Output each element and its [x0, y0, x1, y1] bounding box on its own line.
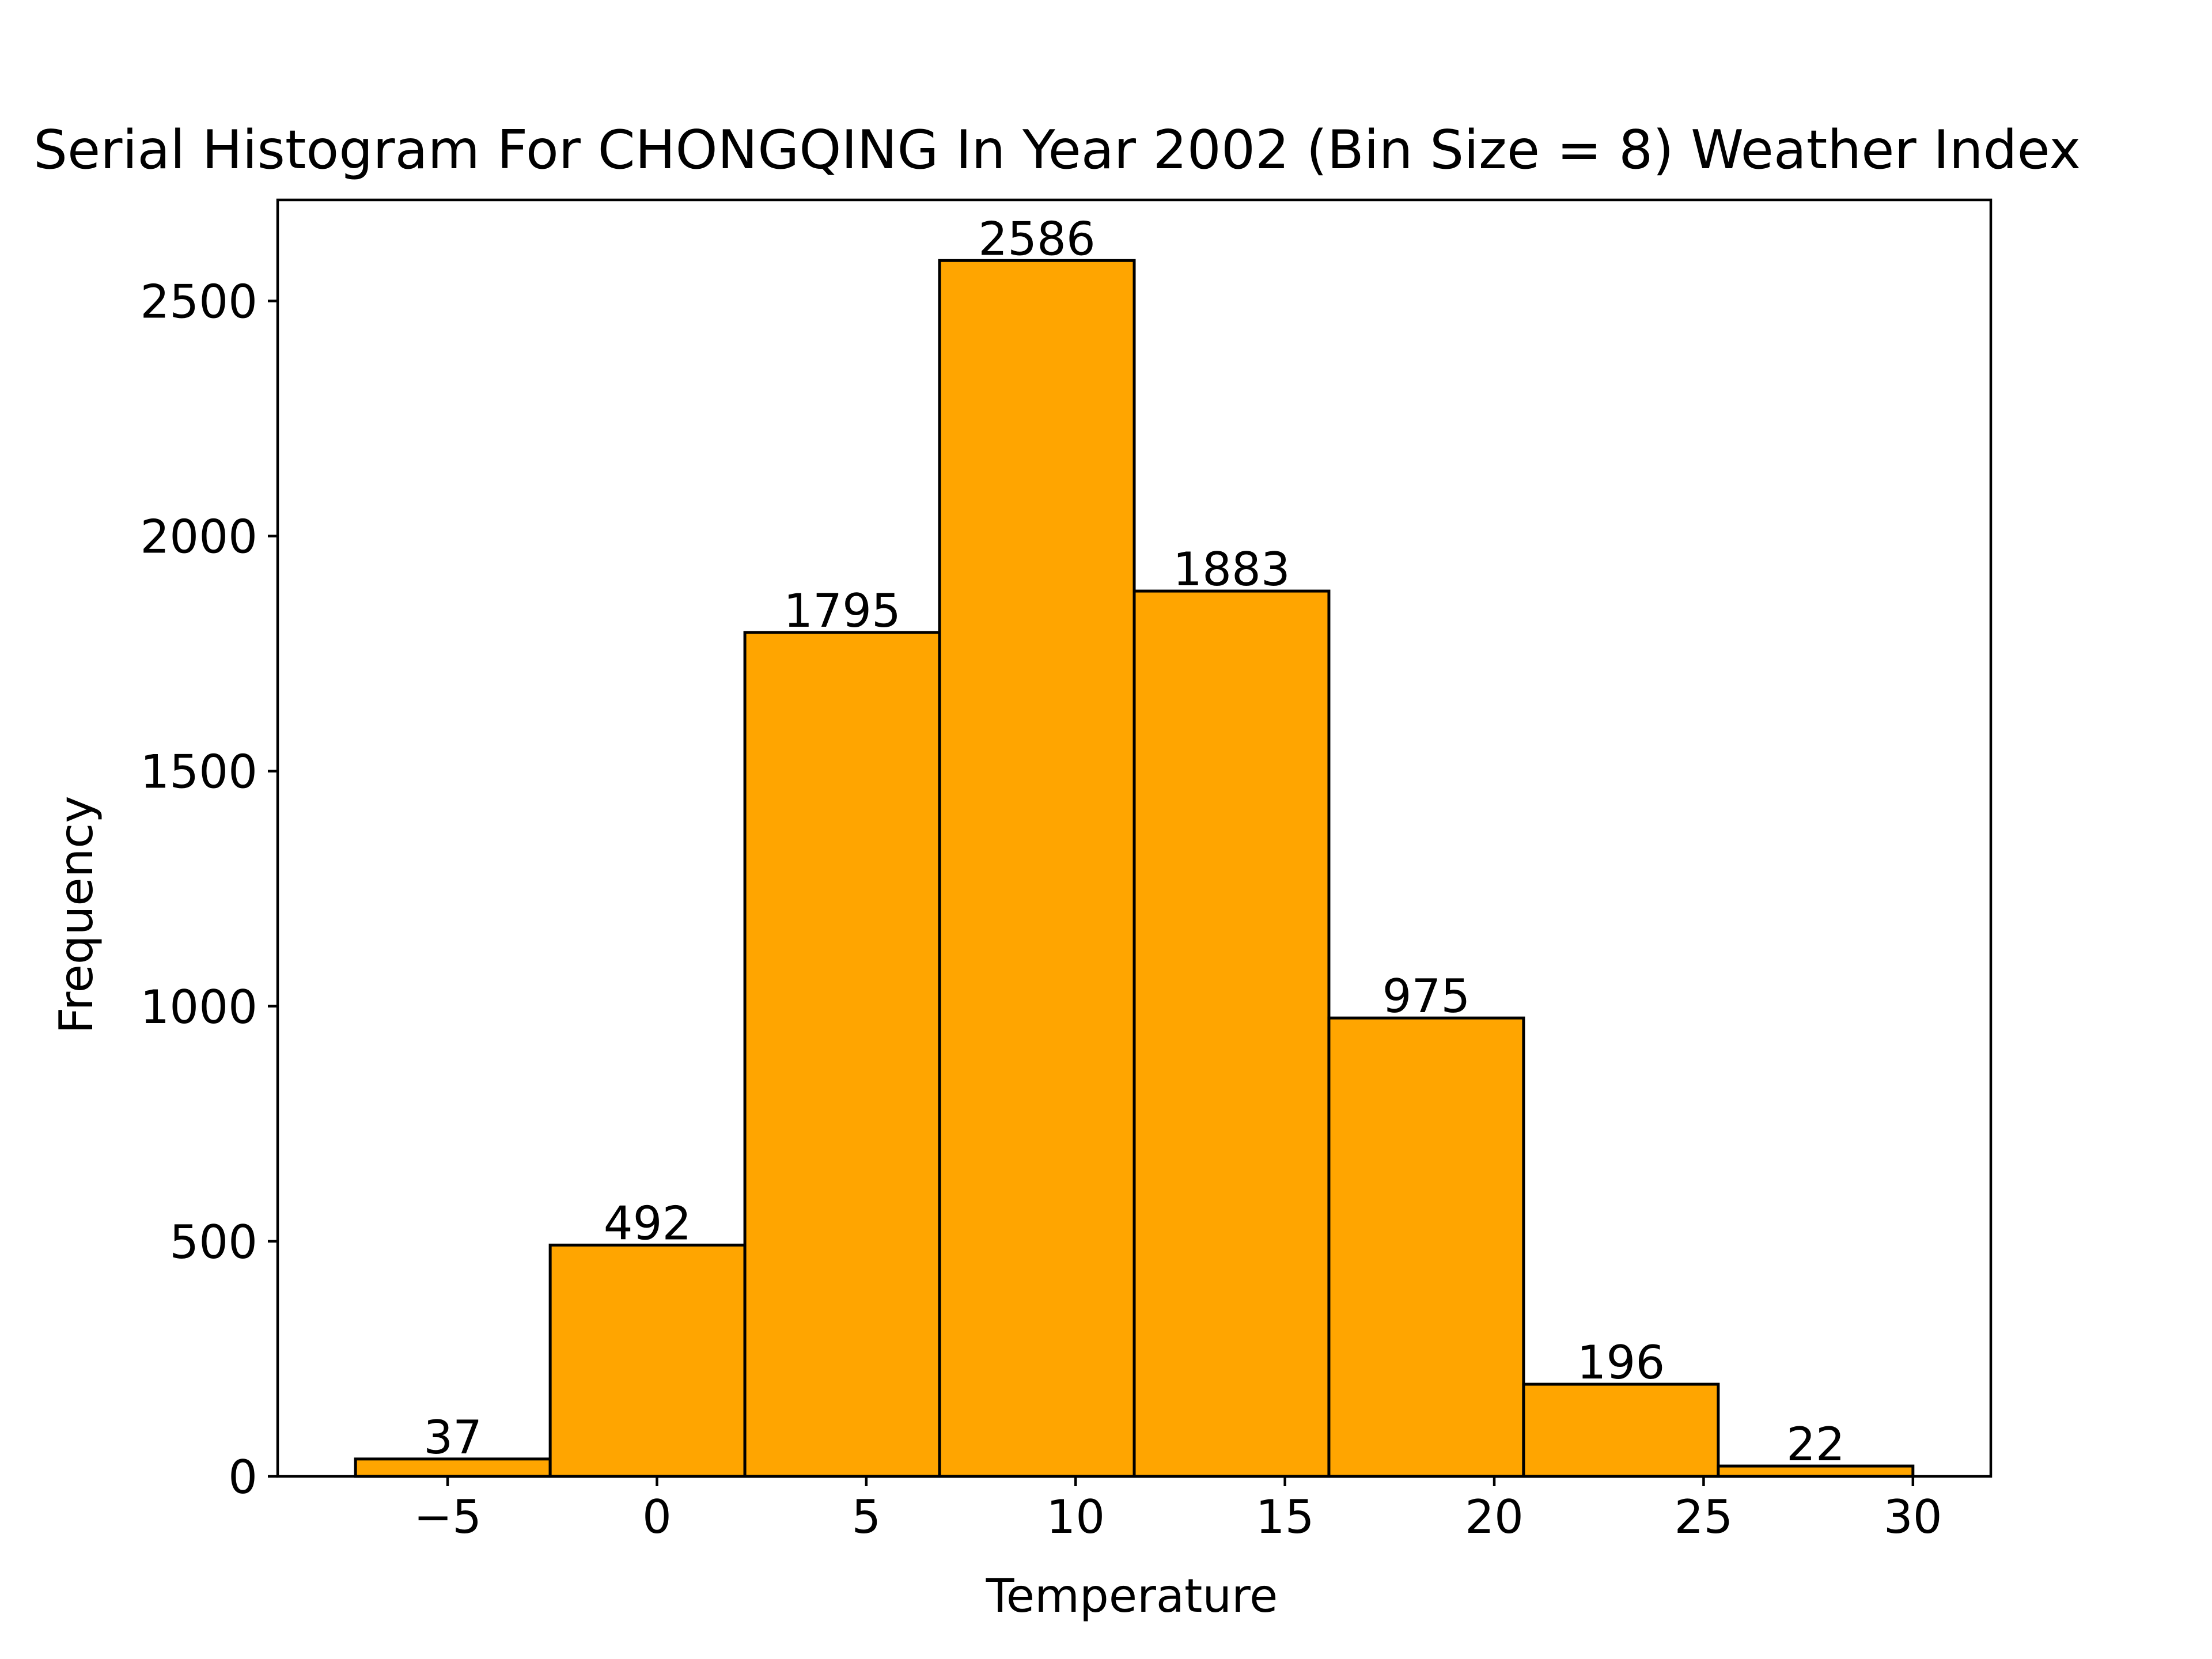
x-tick-label: 10	[1046, 1490, 1105, 1544]
x-tick-label: 25	[1675, 1490, 1733, 1544]
bar-value-label: 1883	[1173, 543, 1290, 596]
bars-group	[354, 259, 1915, 1478]
y-tick-label: 2500	[140, 275, 257, 328]
x-tick-label: −5	[414, 1490, 482, 1544]
y-axis-ticks: 0 500 1000 1500 2000 2500	[140, 275, 278, 1504]
histogram-bar	[743, 631, 941, 1478]
bar-value-label: 1795	[783, 584, 901, 638]
data-labels-group: 37 492 1795 2586 1883 975 196 22	[423, 212, 1844, 1471]
bar-value-label: 37	[423, 1411, 482, 1464]
x-tick-label: 0	[642, 1490, 672, 1544]
histogram-bar	[1132, 589, 1331, 1478]
plot-frame	[276, 198, 1993, 1478]
bar-value-label: 975	[1382, 969, 1471, 1023]
bar-value-label: 2586	[978, 212, 1096, 266]
x-axis-label: Temperature	[986, 1569, 1278, 1623]
x-tick-label: 30	[1884, 1490, 1942, 1544]
histogram-bar	[548, 1243, 747, 1478]
x-tick-label: 20	[1465, 1490, 1524, 1544]
x-axis-ticks: −5 0 5 10 15 20 25 30	[414, 1476, 1942, 1544]
bar-value-label: 492	[604, 1196, 692, 1250]
x-tick-label: 15	[1256, 1490, 1315, 1544]
y-tick-label: 1000	[140, 980, 257, 1034]
histogram-bar	[938, 259, 1136, 1478]
x-tick-label: 5	[851, 1490, 881, 1544]
y-tick-label: 0	[228, 1450, 257, 1504]
y-tick-label: 1500	[140, 745, 257, 799]
histogram-bar	[1327, 1016, 1525, 1478]
y-tick-label: 500	[169, 1215, 257, 1269]
bar-value-label: 196	[1577, 1336, 1665, 1389]
chart-title: Serial Histogram For CHONGQING In Year 2…	[33, 119, 2081, 181]
bar-value-label: 22	[1786, 1418, 1845, 1471]
histogram-bar	[1522, 1382, 1720, 1478]
y-tick-label: 2000	[140, 510, 257, 564]
y-axis-label: Frequency	[50, 796, 103, 1033]
